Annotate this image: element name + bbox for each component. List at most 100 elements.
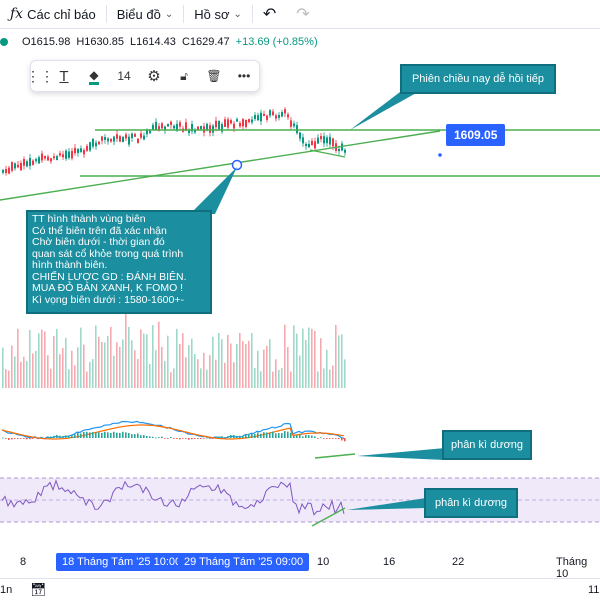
volume-bar bbox=[8, 370, 10, 388]
indicators-button[interactable]: ƒx Các chỉ báo bbox=[0, 0, 106, 28]
histogram-bar bbox=[221, 436, 223, 438]
note-line: MUA ĐỎ BÁN XANH, K FOMO ! bbox=[32, 282, 184, 294]
histogram-bar bbox=[149, 436, 151, 438]
volume-bar bbox=[272, 371, 274, 388]
candle-body bbox=[122, 136, 124, 143]
candle-body bbox=[326, 137, 328, 144]
volume-bar bbox=[221, 339, 223, 388]
histogram-bar bbox=[311, 435, 313, 438]
volume-bar bbox=[86, 371, 88, 388]
histogram-bar bbox=[59, 435, 61, 438]
signal-line bbox=[1, 424, 345, 440]
low-value: L1614.43 bbox=[130, 36, 176, 48]
volume-bar bbox=[203, 352, 205, 388]
candle-body bbox=[248, 119, 250, 123]
histogram-bar bbox=[275, 433, 277, 438]
candle-body bbox=[260, 112, 262, 122]
calendar-icon[interactable]: 📅︎ bbox=[30, 582, 47, 597]
histogram-bar bbox=[257, 432, 259, 438]
candle-body bbox=[110, 138, 112, 142]
candle-body bbox=[56, 156, 58, 161]
histogram-bar bbox=[104, 431, 106, 438]
time-axis[interactable]: 8 18 Tháng Tám '25 10:00 29 Tháng Tám '2… bbox=[0, 548, 600, 580]
volume-bar bbox=[56, 328, 58, 388]
rsi-divergence-callout[interactable]: phân kì dương bbox=[424, 488, 518, 518]
candle-body bbox=[212, 125, 214, 133]
histogram-bar bbox=[176, 438, 178, 439]
volume-bar bbox=[257, 350, 259, 388]
candle-body bbox=[65, 150, 67, 159]
candle-body bbox=[206, 123, 208, 130]
candle-body bbox=[296, 125, 298, 134]
histogram-bar bbox=[167, 438, 169, 439]
candle-body bbox=[179, 122, 181, 127]
candle-body bbox=[329, 136, 331, 145]
volume-bar bbox=[254, 368, 256, 388]
more-button[interactable]: ••• bbox=[229, 61, 259, 91]
settings-button[interactable]: ⚙ bbox=[139, 61, 169, 91]
histogram-bar bbox=[245, 434, 247, 438]
candle-body bbox=[209, 125, 211, 133]
histogram-bar bbox=[23, 438, 25, 439]
volume-bar bbox=[320, 338, 322, 388]
callout-pointer bbox=[190, 167, 237, 214]
histogram-bar bbox=[344, 438, 346, 442]
profile-menu-button[interactable]: Hồ sơ ⌄ bbox=[184, 0, 252, 28]
font-size-button[interactable]: 14 bbox=[109, 61, 139, 91]
histogram-bar bbox=[215, 436, 217, 438]
volume-bar bbox=[260, 371, 262, 388]
volume-bar bbox=[311, 328, 313, 388]
text-tool-button[interactable]: T bbox=[49, 61, 79, 91]
redo-button[interactable]: ↷ bbox=[286, 0, 319, 28]
fill-color-button[interactable]: ◆ bbox=[79, 61, 109, 91]
histogram-bar bbox=[191, 438, 193, 440]
macd-divergence-callout[interactable]: phân kì dương bbox=[442, 430, 532, 460]
volume-bar bbox=[317, 371, 319, 388]
candle-body bbox=[155, 121, 157, 130]
histogram-bar bbox=[320, 437, 322, 439]
histogram-bar bbox=[323, 438, 325, 439]
candle-body bbox=[62, 154, 64, 158]
candle-body bbox=[251, 119, 253, 123]
histogram-bar bbox=[2, 437, 4, 439]
histogram-bar bbox=[20, 438, 22, 439]
volume-bar bbox=[80, 327, 82, 388]
volume-bar bbox=[296, 333, 298, 388]
candle-body bbox=[167, 123, 169, 127]
trend-anchor[interactable] bbox=[231, 159, 243, 171]
candle-body bbox=[284, 109, 286, 114]
volume-bar bbox=[197, 359, 199, 388]
histogram-bar bbox=[116, 432, 118, 438]
candle-body bbox=[113, 136, 115, 142]
interval-button[interactable]: 1n bbox=[0, 584, 13, 596]
candle-body bbox=[323, 136, 325, 144]
chart-canvas[interactable] bbox=[0, 0, 600, 548]
macd-divergence-text: phân kì dương bbox=[450, 439, 524, 451]
delete-button[interactable]: 🗑︎ bbox=[199, 61, 229, 91]
candle-body bbox=[2, 169, 4, 173]
drag-handle-icon[interactable]: ⋮⋮ bbox=[26, 67, 54, 84]
chart-menu-button[interactable]: Biểu đồ ⌄ bbox=[107, 0, 183, 28]
strategy-note-callout[interactable]: TT hình thành vùng biên Có thể biên trên… bbox=[26, 210, 212, 314]
volume-bar bbox=[233, 362, 235, 388]
histogram-bar bbox=[29, 438, 31, 440]
time-label: 10 bbox=[317, 556, 330, 568]
macd-histogram bbox=[2, 431, 346, 442]
histogram-bar bbox=[200, 438, 202, 440]
volume-bar bbox=[191, 338, 193, 388]
session-callout[interactable]: Phiên chiều nay dễ hồi tiếp bbox=[400, 64, 556, 94]
candles bbox=[2, 107, 346, 176]
candle-body bbox=[263, 113, 265, 117]
histogram-bar bbox=[341, 438, 343, 441]
histogram-bar bbox=[35, 437, 37, 438]
undo-button[interactable]: ↶ bbox=[253, 0, 286, 28]
candle-body bbox=[89, 142, 91, 151]
lock-button[interactable]: 🔓︎ bbox=[169, 61, 199, 91]
volume-bar bbox=[32, 353, 34, 388]
candle-body bbox=[215, 120, 217, 128]
candle-body bbox=[137, 138, 139, 144]
candle-body bbox=[32, 160, 34, 165]
histogram-bar bbox=[134, 434, 136, 438]
candle-body bbox=[197, 126, 199, 130]
histogram-bar bbox=[17, 438, 19, 439]
